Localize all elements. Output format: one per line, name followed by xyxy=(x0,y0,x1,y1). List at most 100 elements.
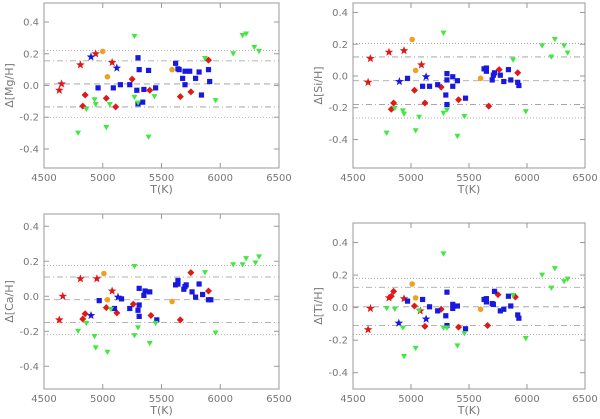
x-tick-label: 5000 xyxy=(90,173,115,184)
x-tick-label: 4500 xyxy=(340,173,365,184)
data-point-diamond xyxy=(484,322,492,330)
data-point-square xyxy=(180,75,186,81)
data-point-triangle-down xyxy=(107,306,114,313)
data-point-square xyxy=(490,301,496,307)
data-point-triangle-down xyxy=(440,110,447,117)
data-point-square xyxy=(404,75,411,81)
data-point-triangle-down xyxy=(131,94,138,101)
data-point-triangle-down xyxy=(454,343,461,349)
x-tick-label: 5500 xyxy=(149,394,174,405)
data-point-triangle-down xyxy=(443,325,450,331)
x-tick-label: 6500 xyxy=(572,394,597,405)
data-point-triangle-down xyxy=(239,33,246,39)
data-point-diamond xyxy=(455,323,463,331)
data-point-triangle-down xyxy=(83,320,90,327)
data-point-star xyxy=(112,63,122,72)
data-point-star xyxy=(92,274,102,283)
data-point-diamond xyxy=(102,94,110,102)
plot-frame xyxy=(352,2,586,169)
data-point-square xyxy=(192,294,199,300)
data-point-circle xyxy=(409,36,415,43)
data-point-square xyxy=(145,67,152,74)
data-point-triangle-down xyxy=(135,325,141,331)
data-point-circle xyxy=(477,306,484,313)
y-tick-label: 0.0 xyxy=(23,81,39,92)
x-axis-label: T(K) xyxy=(457,183,481,196)
data-point-square xyxy=(181,286,187,292)
data-point-diamond xyxy=(112,103,120,111)
panel-1: 4500 5000 5500 6000 6500 -0.4 -0.2 0.0 0.2 0.4 T(K… xyxy=(3,2,292,196)
data-point-diamond xyxy=(205,287,212,295)
data-point-square xyxy=(426,83,433,89)
data-point-square xyxy=(196,281,202,287)
data-point-triangle-down xyxy=(401,353,408,360)
data-point-triangle-down xyxy=(243,256,250,262)
data-point-square xyxy=(153,85,159,91)
data-point-triangle-down xyxy=(104,349,111,356)
x-tick-label: 5000 xyxy=(398,173,423,184)
data-point-star xyxy=(366,54,375,63)
data-point-square xyxy=(450,83,456,89)
data-point-triangle-down xyxy=(548,54,555,60)
data-point-square xyxy=(127,82,133,88)
x-tick-label: 6000 xyxy=(514,173,539,184)
data-point-square xyxy=(183,282,189,288)
panel-4: 4500 5000 5500 6000 6500 -0.4 -0.2 0.0 0.2 0.4 T(K… xyxy=(312,222,598,417)
y-tick-label: 0.4 xyxy=(23,18,39,29)
data-point-star xyxy=(366,303,375,313)
data-point-diamond xyxy=(387,292,395,300)
data-point-triangle-down xyxy=(135,100,141,106)
data-point-triangle-down xyxy=(131,333,138,339)
data-point-diamond xyxy=(495,66,503,74)
data-point-triangle-down xyxy=(461,331,468,337)
data-point-square xyxy=(198,92,205,98)
data-point-square xyxy=(483,299,489,305)
data-point-square xyxy=(205,67,212,73)
data-point-star xyxy=(55,315,64,324)
data-point-square xyxy=(142,288,148,294)
data-point-star xyxy=(113,292,123,301)
y-tick-label: -0.4 xyxy=(19,362,39,373)
data-point-square xyxy=(187,68,193,74)
data-point-diamond xyxy=(81,91,89,99)
data-point-circle xyxy=(104,296,111,303)
x-tick-label: 4500 xyxy=(31,173,56,184)
data-point-star xyxy=(399,294,409,303)
data-point-circle xyxy=(104,73,111,80)
y-tick-label: 0.4 xyxy=(332,8,348,19)
data-point-triangle-down xyxy=(83,106,90,113)
data-point-triangle-down xyxy=(522,109,529,115)
data-point-triangle-down xyxy=(416,114,423,121)
data-point-square xyxy=(111,305,118,312)
data-point-triangle-down xyxy=(103,125,110,131)
data-point-triangle-down xyxy=(548,285,555,291)
data-point-square xyxy=(483,68,489,74)
data-point-square xyxy=(462,95,469,101)
y-axis-label: Δ[Ca/H] xyxy=(3,280,16,323)
data-point-square xyxy=(516,315,522,321)
data-point-star xyxy=(363,77,373,86)
data-point-star xyxy=(86,52,96,61)
data-point-square xyxy=(182,82,188,88)
x-tick-label: 5000 xyxy=(398,394,423,405)
data-point-circle xyxy=(169,66,175,73)
data-point-diamond xyxy=(176,93,184,101)
data-point-triangle-down xyxy=(131,264,138,270)
data-point-triangle-down xyxy=(561,279,568,285)
y-tick-label: 0.2 xyxy=(332,271,348,282)
data-point-diamond xyxy=(187,88,195,96)
data-point-circle xyxy=(169,298,175,305)
y-tick-label: 0.2 xyxy=(23,257,39,268)
data-point-triangle-down xyxy=(564,276,571,282)
data-point-square xyxy=(175,277,181,284)
data-point-triangle-down xyxy=(391,306,398,313)
data-point-star xyxy=(107,286,117,295)
data-point-triangle-down xyxy=(230,51,237,57)
data-point-square xyxy=(182,68,188,74)
data-point-triangle-down xyxy=(239,262,246,268)
data-point-star xyxy=(57,79,66,88)
data-point-square xyxy=(435,308,441,314)
data-point-triangle-down xyxy=(75,328,82,335)
data-point-star xyxy=(107,58,117,67)
data-point-diamond xyxy=(514,69,522,77)
